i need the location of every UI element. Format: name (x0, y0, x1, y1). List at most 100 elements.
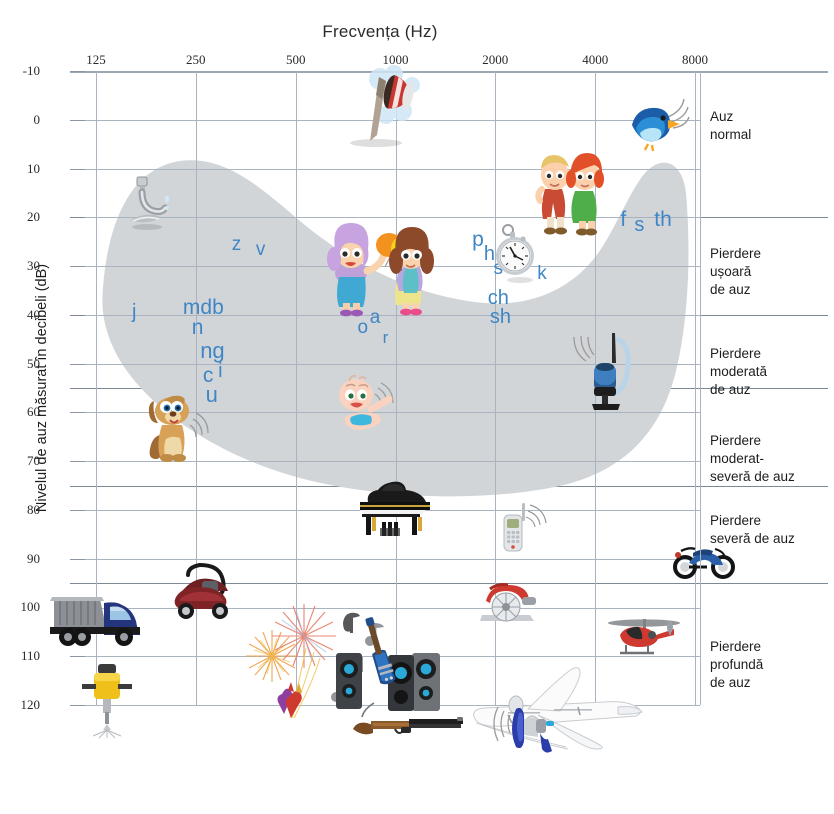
music-speakers-icon (328, 611, 448, 731)
vgrid-1000 (395, 71, 397, 705)
hgrid-100 (85, 607, 700, 609)
y-tick-mark-0 (70, 119, 85, 121)
y-tick-mark-50 (70, 363, 85, 365)
hgrid-50 (85, 363, 700, 365)
phoneme-n-4: n (191, 315, 204, 339)
vgrid-2000 (495, 71, 497, 705)
phoneme-p-13: p (472, 227, 484, 251)
helicopter-icon (604, 613, 684, 661)
phoneme-j-2: j (132, 301, 137, 324)
category-2-line-2: ușoară (710, 263, 752, 279)
y-tick-mark-30 (70, 266, 85, 268)
phoneme-u-8: u (205, 382, 218, 408)
phoneme-ch-17: ch (487, 286, 509, 309)
dripping-faucet-icon (123, 175, 175, 231)
megaphone-icon (488, 699, 568, 759)
y-axis-title: Nivelul de auz măsurat în decibeli (dB) (34, 263, 50, 513)
phoneme-a-11: a (369, 306, 381, 328)
vgrid-125 (96, 71, 97, 705)
baby-crying-icon (333, 373, 407, 433)
bird-chirp-icon (624, 97, 690, 153)
x-tick-500: 500 (285, 52, 306, 67)
y-tick-40: 40 (27, 306, 40, 322)
category-5-line-2: severă de auz (710, 530, 795, 546)
piano-icon (352, 478, 440, 540)
vgrid-8000 (695, 71, 696, 705)
phoneme-th-21: th (654, 208, 672, 232)
ticking-watch-icon (490, 222, 542, 284)
dump-truck-icon (48, 583, 156, 649)
category-4-line-3: severă de auz (710, 468, 795, 484)
y-tick-100: 100 (20, 599, 41, 615)
phoneme-k-16: k (537, 263, 547, 285)
y-tick-90: 90 (27, 550, 40, 566)
phoneme-mdb-3: mdb (182, 295, 224, 319)
category-6-line-1: Pierdere (710, 639, 762, 654)
y-tick-120: 120 (20, 697, 41, 712)
fireworks-icon (230, 594, 360, 734)
lawn-mower-icon (162, 559, 242, 625)
y-tick-mark-90 (70, 558, 85, 560)
wind-chime-icon (346, 65, 446, 151)
y-tick-20: 20 (27, 209, 40, 225)
hgrid-70 (85, 461, 700, 463)
phoneme-s-20: s (634, 213, 645, 236)
phoneme-i-7: i (218, 360, 223, 382)
phoneme-c-6: c (202, 364, 214, 388)
jackhammer-icon (74, 660, 140, 739)
category-3: Pierdere moderată de auz (710, 345, 834, 398)
circular-saw-icon (476, 579, 542, 627)
category-2-line-1: Pierdere (710, 246, 762, 261)
phoneme-s-15: s (493, 258, 504, 280)
category-1-line-1: Auz (710, 109, 734, 124)
children-talking-icon (317, 215, 443, 325)
hgrid-10 (85, 168, 700, 170)
category-3-line-2: moderată (710, 363, 768, 379)
phoneme-o-10: o (357, 316, 369, 338)
phoneme-sh-18: sh (489, 306, 512, 329)
top-axis-line (70, 71, 828, 73)
category-4: Pierdere moderat-severă de auz (710, 432, 834, 485)
y-tick-0: 0 (33, 111, 41, 127)
hgrid-90 (85, 558, 700, 560)
category-3-line-3: de auz (710, 381, 751, 397)
vgrid-250 (195, 71, 197, 705)
plot-right-border (700, 71, 701, 705)
phoneme-h-14: h (483, 242, 496, 265)
x-tick-4000: 4000 (582, 52, 609, 67)
category-2-line-3: de auz (710, 281, 751, 297)
motorcycle-icon (671, 539, 737, 579)
category-1: Auz normal (710, 108, 834, 144)
vacuum-cleaner-icon (572, 327, 632, 413)
separator-95db (70, 583, 828, 585)
category-3-line-1: Pierdere (710, 346, 762, 361)
x-tick-1000: 1000 (382, 52, 409, 67)
y-tick-mark-80 (70, 509, 85, 511)
y-tick-mark-110 (70, 656, 85, 658)
x-tick-250: 250 (186, 52, 206, 67)
plot-area: zvjmdbnngciuioarphskchshfsth (49, 65, 735, 753)
hgrid-60 (85, 412, 700, 414)
y-tick-mark-70 (70, 461, 85, 463)
category-2: Pierdere ușoară de auz (710, 245, 834, 298)
chart-title: Frecvența (Hz) (322, 22, 438, 41)
category-4-line-2: moderat- (710, 450, 765, 466)
phoneme-r-12: r (382, 327, 389, 347)
y-tick-50: 50 (27, 355, 40, 371)
category-6-line-2: profundă (710, 656, 764, 672)
x-tick-8000: 8000 (682, 52, 708, 67)
category-1-line-2: normal (710, 126, 752, 142)
y-tick-60: 60 (27, 404, 40, 420)
category-6-line-3: de auz (710, 674, 751, 690)
y-tick-70: 70 (27, 453, 40, 469)
category-6: Pierdere profundă de auz (710, 638, 834, 691)
category-5-line-1: Pierdere (710, 513, 762, 528)
hgrid-20 (85, 217, 700, 219)
category-5: Pierdere severă de auz (710, 512, 834, 548)
phoneme-ng-5: ng (200, 338, 225, 364)
y-tick-10: 10 (27, 160, 40, 176)
y-tick-30: 30 (27, 258, 40, 274)
children-whispering-icon (529, 149, 607, 236)
category-4-line-1: Pierdere (710, 433, 762, 448)
dog-barking-icon (144, 389, 220, 465)
